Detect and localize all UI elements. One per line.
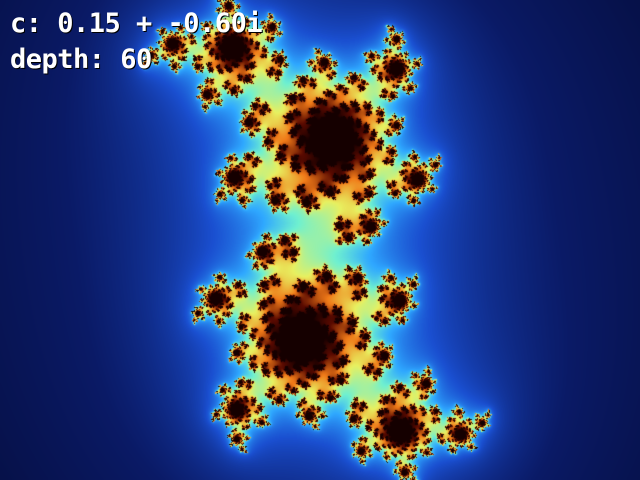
depth-readout: depth: 60 — [10, 44, 152, 75]
hud-overlay: c: 0.15 + -0.60i depth: 60 — [10, 6, 263, 78]
c-parameter-readout: c: 0.15 + -0.60i — [10, 8, 263, 39]
